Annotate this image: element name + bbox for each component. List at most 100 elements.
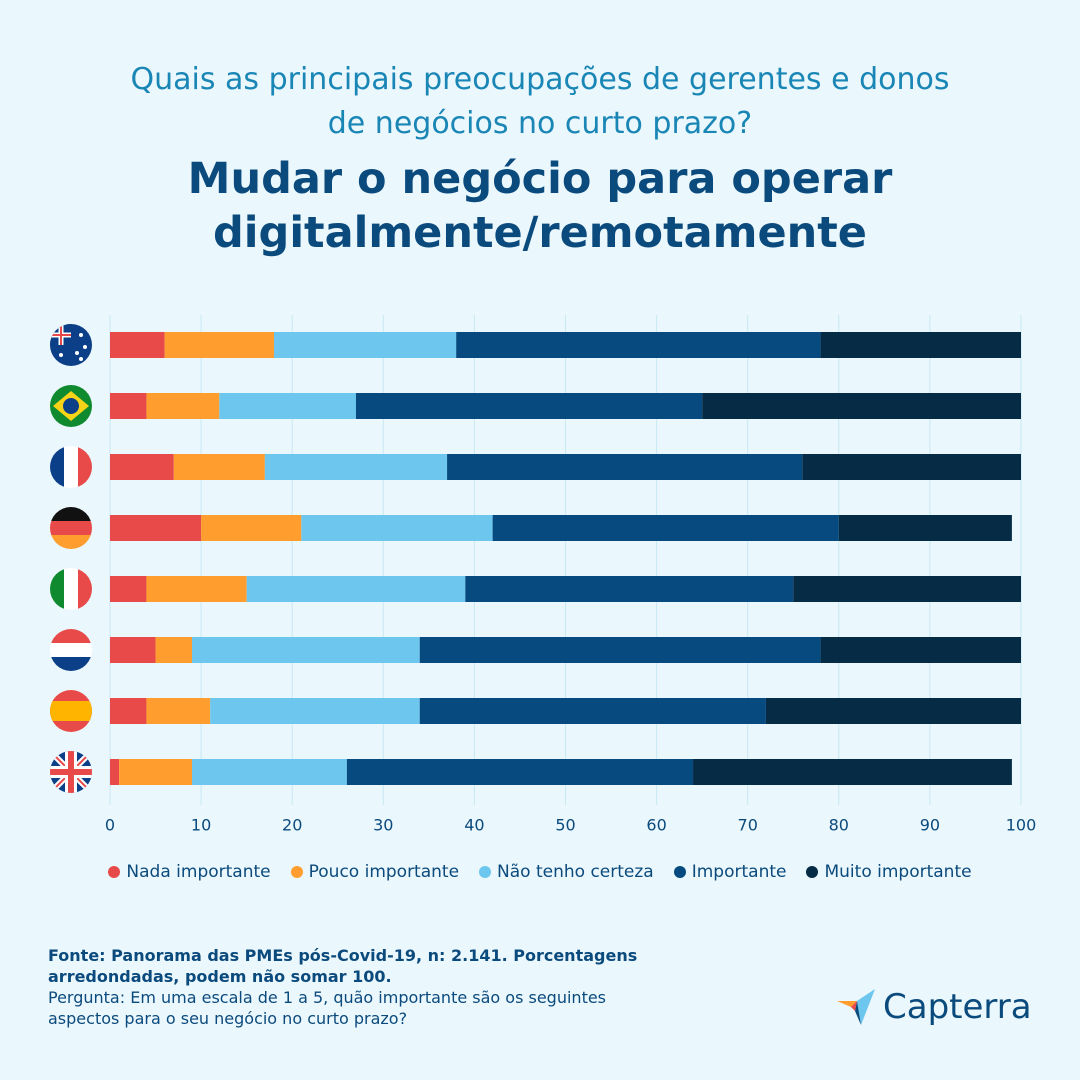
bar-segment (219, 393, 356, 419)
legend: Nada importante Pouco importante Não tenho… (0, 862, 1080, 882)
legend-swatch (673, 866, 686, 878)
flag (50, 385, 92, 427)
flag-part (50, 701, 92, 721)
bar-segment (110, 637, 156, 663)
bar-segment (447, 454, 803, 480)
bar-segment (110, 393, 147, 419)
flag-part (50, 568, 64, 610)
x-tick-label: 60 (646, 816, 666, 835)
bar-segment (191, 759, 347, 785)
x-tick-label: 40 (464, 816, 484, 835)
flag-part (78, 446, 92, 488)
x-tick-label: 90 (920, 816, 940, 835)
bar-segment (110, 698, 147, 724)
flag-part (75, 351, 79, 355)
flag-part (50, 521, 92, 535)
bar-segment (210, 698, 420, 724)
bar-segment (702, 393, 1021, 419)
flag-part (59, 353, 63, 357)
bar-segment (110, 332, 165, 358)
flag-part (83, 345, 87, 349)
flag-part (50, 629, 92, 643)
x-tick-label: 100 (1006, 816, 1037, 835)
flag (50, 324, 92, 366)
legend-item: Importante (673, 862, 787, 882)
title: Quais as principais preocupações de gere… (130, 62, 950, 141)
legend-label: Não tenho certeza (497, 862, 654, 882)
legend-item: Nada importante (108, 862, 271, 882)
bar-segment (110, 576, 147, 602)
x-tick-label: 80 (829, 816, 849, 835)
bar-segment (264, 454, 448, 480)
bar-segment (173, 454, 265, 480)
footnote: Fonte: Panorama das PMEs pós-Covid-19, n… (48, 945, 648, 1029)
x-tick-label: 50 (555, 816, 575, 835)
source: Fonte: Panorama das PMEs pós-Covid-19, n… (48, 946, 638, 986)
bar-segment (802, 454, 1021, 480)
x-tick-label: 70 (738, 816, 758, 835)
bar-segment (456, 332, 821, 358)
flag (50, 568, 92, 610)
legend-item: Muito importante (806, 862, 972, 882)
logo-icon (837, 989, 875, 1025)
bar-segment (346, 759, 694, 785)
flag-part (50, 446, 64, 488)
legend-label: Importante (691, 862, 787, 882)
legend-swatch (479, 866, 492, 878)
flag-part (79, 333, 83, 337)
subtitle: Mudar o negócio para operar digitalmente… (187, 154, 893, 258)
flag (50, 629, 92, 671)
bar-segment (110, 759, 120, 785)
bar-segment (146, 393, 220, 419)
bar-segment (419, 698, 766, 724)
bar-segment (246, 576, 466, 602)
legend-item: Pouco importante (290, 862, 460, 882)
legend-label: Pouco importante (308, 862, 460, 882)
flag (50, 751, 92, 793)
bar-segment (119, 759, 192, 785)
flag-part (68, 751, 74, 793)
bar-segment (191, 637, 420, 663)
flag-part (50, 507, 92, 521)
legend-swatch (290, 866, 303, 878)
bar-segment (146, 698, 211, 724)
bar-segment (820, 637, 1021, 663)
legend-label: Muito importante (824, 862, 972, 882)
note: Pergunta: Em uma escala de 1 a 5, quão i… (48, 988, 607, 1028)
flag-part (50, 657, 92, 671)
bar-segment (793, 576, 1021, 602)
bar-segment (419, 637, 821, 663)
flag-part (50, 643, 92, 657)
legend-label: Nada importante (126, 862, 271, 882)
bar-segment (355, 393, 703, 419)
flag-part (78, 568, 92, 610)
bar-segment (110, 454, 174, 480)
bar-segment (820, 332, 1021, 358)
flag (50, 690, 92, 732)
flag (50, 446, 92, 488)
flag-part (79, 357, 83, 361)
logo: Capterra (835, 985, 1032, 1029)
bar-segment (465, 576, 794, 602)
bar-segment (155, 637, 192, 663)
bar-segment (146, 576, 247, 602)
bar-segment (110, 515, 202, 541)
flag (50, 507, 92, 549)
x-tick-label: 30 (373, 816, 393, 835)
flag-part (50, 535, 92, 549)
bar-segment (273, 332, 457, 358)
x-tick-label: 10 (191, 816, 211, 835)
bar-segment (838, 515, 1012, 541)
bar-segment (201, 515, 302, 541)
flag-part (64, 568, 78, 610)
bar-segment (693, 759, 1012, 785)
bar-segment (301, 515, 493, 541)
legend-swatch (806, 866, 819, 878)
x-tick-label: 0 (105, 816, 115, 835)
legend-item: Não tenho certeza (479, 862, 654, 882)
flag-part (63, 398, 79, 414)
bar-segment (492, 515, 839, 541)
legend-swatch (108, 866, 121, 878)
x-tick-label: 20 (282, 816, 302, 835)
